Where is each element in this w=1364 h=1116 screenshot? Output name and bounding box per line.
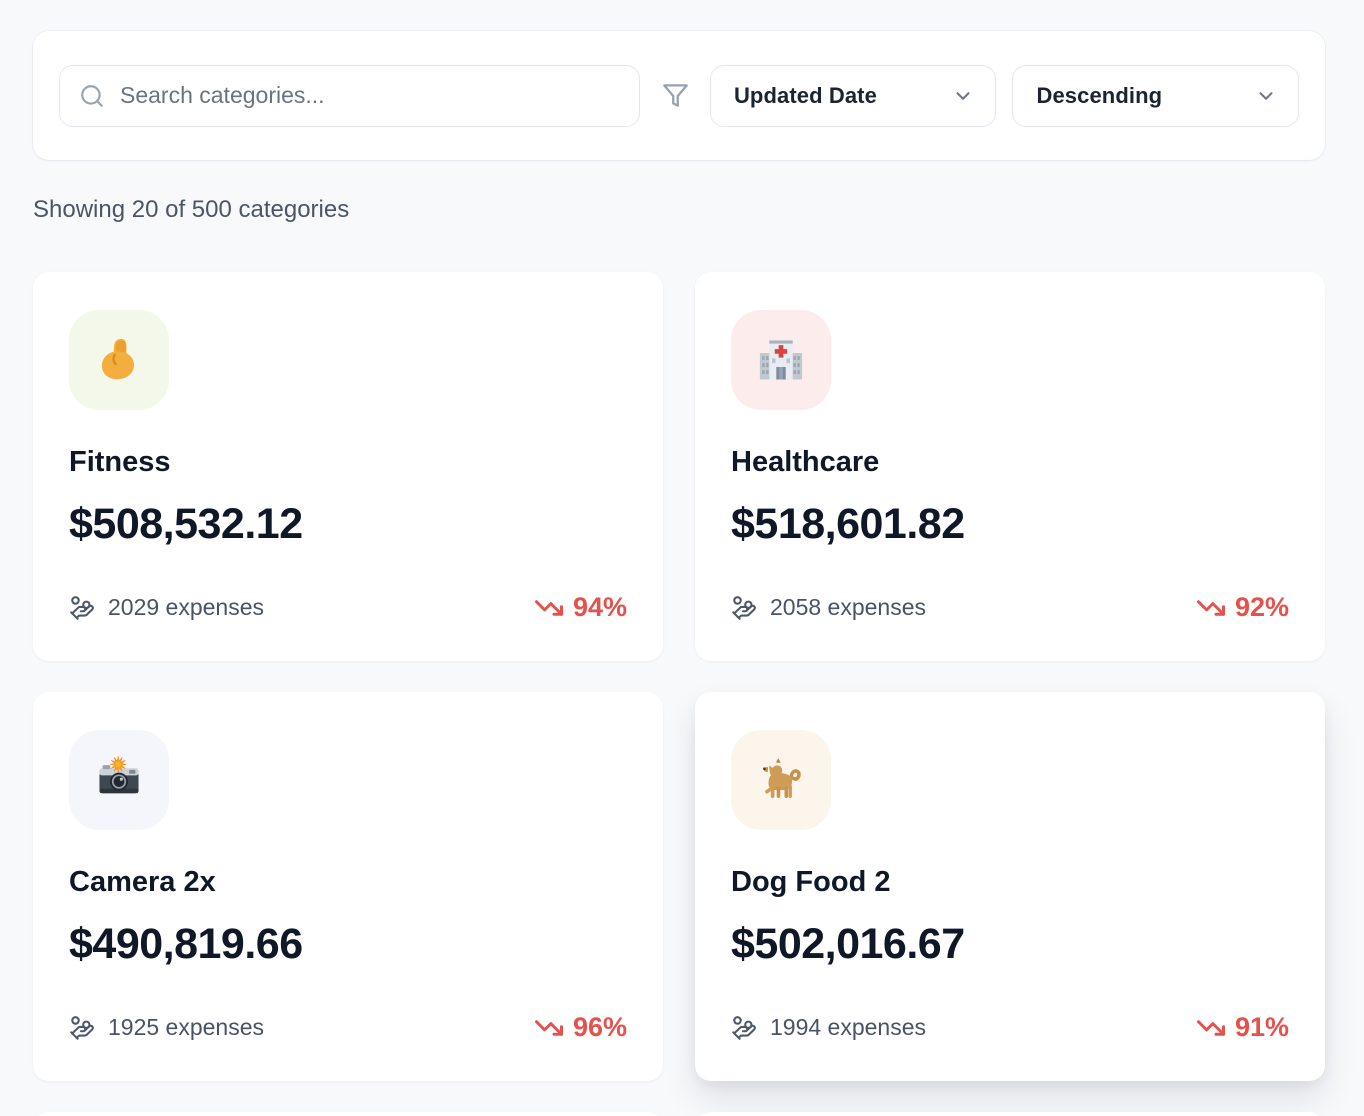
trend-stat: 92% [1196,592,1289,623]
category-card-partial [695,1112,1325,1116]
expenses-stat: 2029 expenses [69,594,264,621]
hospital-icon [759,340,803,380]
search-input[interactable] [120,82,620,109]
trending-down-icon [534,1019,563,1036]
category-amount: $490,819.66 [69,920,303,968]
card-footer: 1925 expenses 96% [69,1012,627,1043]
expenses-stat: 1994 expenses [731,1014,926,1041]
category-card-dog-food-2[interactable]: Dog Food 2 $502,016.67 1994 expenses 91% [695,692,1325,1081]
hand-coins-icon [732,595,756,620]
expenses-count: 2058 expenses [770,594,927,620]
sort-field-select[interactable]: Updated Date [709,64,997,127]
trending-down-icon [1196,1019,1225,1036]
card-footer: 2029 expenses 94% [69,592,627,623]
category-card-healthcare[interactable]: Healthcare $518,601.82 2058 expenses 92% [695,272,1325,661]
trend-percent: 94% [572,592,627,622]
trending-down-icon [1196,599,1225,616]
category-name: Healthcare [731,446,880,478]
category-icon-tile [731,730,831,830]
category-name: Fitness [69,446,171,478]
category-card-fitness[interactable]: Fitness $508,532.12 2029 expenses 94% [33,272,663,661]
expenses-count: 2029 expenses [108,594,265,620]
sort-field-value: Updated Date [733,82,877,108]
expenses-stat: 2058 expenses [731,594,926,621]
category-card-partial [33,1112,663,1116]
chevron-down-icon [956,91,970,100]
category-amount: $518,601.82 [731,500,965,548]
search-box[interactable] [59,64,640,127]
trend-stat: 96% [534,1012,627,1043]
category-name: Dog Food 2 [731,866,891,898]
sort-direction-select[interactable]: Descending [1012,64,1299,127]
category-amount: $502,016.67 [731,920,965,968]
trend-stat: 91% [1196,1012,1289,1043]
results-summary: Showing 20 of 500 categories [33,196,350,223]
trending-down-icon [534,599,563,616]
expenses-count: 1994 expenses [770,1014,927,1040]
category-icon-tile [69,310,169,410]
camera-with-flash-icon [99,756,139,794]
category-icon-tile [731,310,831,410]
sort-direction-value: Descending [1036,82,1163,108]
hand-coins-icon [70,1015,94,1040]
trend-percent: 96% [572,1012,627,1042]
toolbar-card: Updated Date Descending [33,31,1325,160]
funnel-icon [663,84,688,107]
filter-button[interactable] [662,82,689,109]
hand-coins-icon [70,595,94,620]
expenses-count: 1925 expenses [108,1014,265,1040]
trend-percent: 91% [1234,1012,1289,1042]
trend-percent: 92% [1234,592,1289,622]
flexed-biceps-icon [101,338,135,380]
card-footer: 2058 expenses 92% [731,592,1289,623]
search-icon [81,84,103,107]
dog-icon [763,758,801,798]
hand-coins-icon [732,1015,756,1040]
trend-stat: 94% [534,592,627,623]
category-amount: $508,532.12 [69,500,303,548]
expenses-stat: 1925 expenses [69,1014,264,1041]
category-card-camera-2x[interactable]: Camera 2x $490,819.66 1925 expenses 96% [33,692,663,1081]
category-icon-tile [69,730,169,830]
card-footer: 1994 expenses 91% [731,1012,1289,1043]
category-name: Camera 2x [69,866,216,898]
category-cards-grid: Fitness $508,532.12 2029 expenses 94% [33,272,1325,1116]
chevron-down-icon [1259,91,1273,100]
